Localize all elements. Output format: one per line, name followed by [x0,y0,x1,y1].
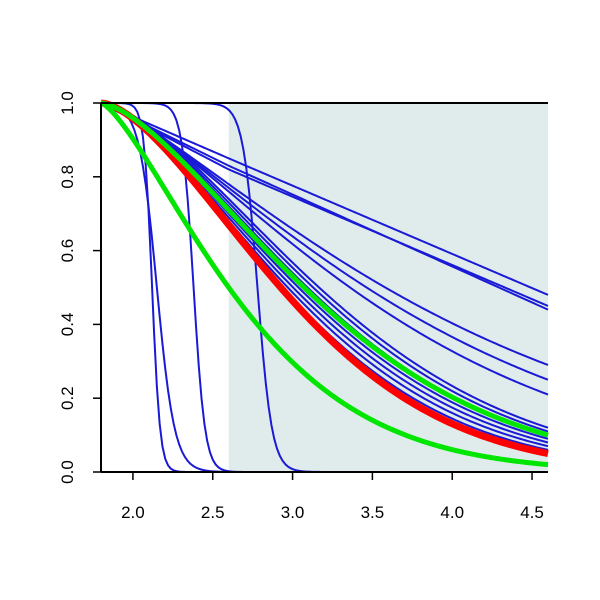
series-line-blue-7 [100,102,549,307]
y-tick-label: 0.2 [58,386,77,410]
x-tick-label: 4.5 [520,503,544,522]
series-line-blue-5 [100,102,549,296]
y-tick-label: 1.0 [58,91,77,115]
series-line-red-18 [100,99,549,457]
series-line-green-19 [100,100,549,438]
series-line-blue-6 [100,102,549,311]
x-tick-label: 2.0 [121,503,145,522]
axes-group [100,102,548,473]
series-line-blue-11 [100,102,549,429]
x-tick-label: 2.5 [201,503,225,522]
series-line-green-20 [99,100,549,468]
ticks-group: 2.0 2.5 3.0 3.5 4.0 4.5 0.0 0.2 0.4 0.6 0.8 1.0 [58,91,544,522]
y-tick-label: 0.0 [58,460,77,484]
series-line-blue-12 [100,102,549,433]
y-tick-label: 0.8 [58,165,77,189]
y-tick-label: 0.4 [58,313,77,337]
series-group [99,99,549,473]
x-tick-label: 3.0 [281,503,305,522]
y-tick-label: 0.6 [58,239,77,263]
x-tick-label: 4.0 [440,503,464,522]
x-tick-label: 3.5 [361,503,385,522]
